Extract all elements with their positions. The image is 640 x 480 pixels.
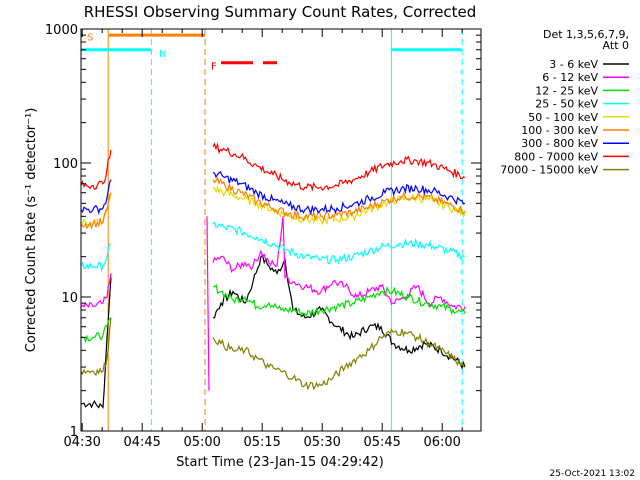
series-2-trace-0 [80,317,112,344]
series-8-trace-1 [212,328,466,391]
flag-label-n: N [159,49,166,60]
y-tick-label-0: 1 [70,425,78,440]
legend-label-0: 3 - 6 keV [549,58,598,71]
series-6 [80,170,466,216]
flag-label-s: S [87,33,93,44]
series-7-trace-0 [80,149,112,190]
legend-label-1: 6 - 12 keV [542,71,598,84]
series-5-trace-0 [80,192,112,230]
plot-frame [80,28,482,432]
legend-label-6: 300 - 800 keV [521,137,598,150]
legend-label-8: 7000 - 15000 keV [500,164,598,177]
series-1-trace-0 [80,273,112,308]
series-3 [80,221,466,273]
series-0-trace-1 [212,253,466,370]
series-6-trace-1 [212,170,466,216]
flag-label-f: F [211,61,217,72]
series-2-trace-1 [212,283,466,318]
legend-label-4: 50 - 100 keV [528,111,598,124]
x-axis-label: Start Time (23-Jan-15 04:29:42) [176,455,384,470]
series-2 [80,283,466,344]
series-0 [80,253,466,410]
y-axis-label: Corrected Count Rate (s⁻¹ detector⁻¹) [24,108,39,353]
x-tick-label-6: 06:00 [423,435,460,450]
footer-timestamp: 25-Oct-2021 13:02 [550,469,635,479]
legend-header-1: Att 0 [603,39,629,52]
series-6-trace-0 [80,179,112,215]
x-tick-label-1: 04:45 [123,435,160,450]
series-3-trace-0 [80,243,112,273]
series-8-trace-0 [80,317,112,377]
x-tick-label-4: 05:30 [303,435,340,450]
y-tick-label-2: 100 [53,157,78,172]
series-1 [80,216,466,391]
series-4-trace-0 [80,192,112,226]
x-tick-label-2: 05:00 [183,435,220,450]
legend-label-2: 12 - 25 keV [535,84,598,97]
series-1-trace-2 [212,216,466,312]
legend-label-7: 800 - 7000 keV [514,150,598,163]
series-3-trace-1 [212,221,466,265]
series-7 [80,142,466,192]
series-8 [80,317,466,391]
y-tick-label-1: 10 [61,291,78,306]
series-0-trace-0 [80,277,112,410]
series-5 [80,176,466,230]
legend-header-0: Det 1,3,5,6,7,9, [543,28,629,41]
x-tick-label-3: 05:15 [243,435,280,450]
series-1-trace-1 [206,216,210,391]
legend-label-3: 25 - 50 keV [535,98,598,111]
x-tick-label-0: 04:30 [63,435,100,450]
y-tick-label-3: 1000 [45,23,78,38]
series-5-trace-1 [212,176,466,222]
chart-title: RHESSI Observing Summary Count Rates, Co… [84,3,477,21]
x-tick-label-5: 05:45 [363,435,400,450]
legend-label-5: 100 - 300 keV [521,124,598,137]
series-7-trace-1 [212,142,466,192]
